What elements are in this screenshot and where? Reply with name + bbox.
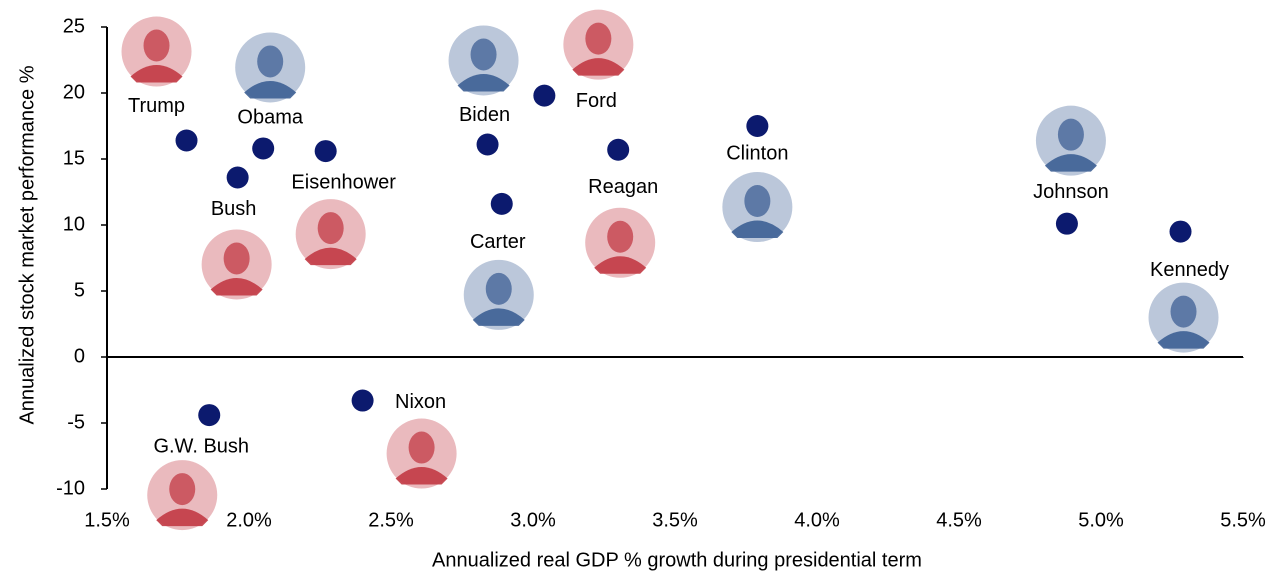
portrait-head: [408, 431, 435, 464]
point: [252, 137, 275, 160]
portrait-head: [223, 242, 250, 275]
point-label: Reagan: [588, 176, 658, 198]
portrait: [722, 172, 793, 242]
portrait-shoulders: [1044, 154, 1097, 172]
x-tick-label: 4.0%: [794, 509, 840, 531]
portrait: [585, 207, 656, 278]
point-label: Ford: [576, 90, 617, 112]
point: [1169, 220, 1192, 243]
portrait: [295, 199, 366, 270]
portrait: [463, 259, 534, 330]
portrait: [147, 460, 218, 531]
point-label: Eisenhower: [291, 171, 396, 193]
portrait-head: [1170, 295, 1197, 328]
y-tick-label: 5: [74, 279, 85, 301]
point: [607, 138, 630, 161]
portrait-shoulders: [1157, 331, 1210, 349]
portrait: [448, 25, 519, 96]
point: [175, 129, 198, 152]
y-tick-label: 25: [63, 15, 85, 37]
portrait-shoulders: [472, 308, 525, 326]
x-tick-label: 3.5%: [652, 509, 698, 531]
portrait-head: [470, 38, 497, 71]
x-tick-label: 3.0%: [510, 509, 556, 531]
y-tick-label: -5: [67, 411, 85, 433]
portrait-shoulders: [210, 277, 263, 296]
x-tick-label: 4.5%: [936, 509, 982, 531]
portrait-shoulders: [572, 58, 625, 76]
point: [226, 166, 249, 189]
portrait-shoulders: [156, 508, 209, 527]
portrait-shoulders: [244, 80, 297, 99]
portrait: [1035, 105, 1106, 176]
portrait-head: [585, 22, 612, 55]
portrait-head: [143, 29, 170, 62]
portrait-shoulders: [304, 247, 357, 266]
portrait-head: [744, 185, 771, 217]
point: [476, 133, 499, 156]
x-tick-label: 2.5%: [368, 509, 414, 531]
portrait-head: [1057, 118, 1084, 151]
y-tick-label: 20: [63, 81, 85, 103]
x-tick-label: 1.5%: [84, 509, 130, 531]
point: [351, 389, 374, 412]
portrait-shoulders: [130, 65, 183, 83]
portrait-head: [485, 272, 512, 305]
point-label: Trump: [128, 95, 185, 117]
point: [533, 84, 556, 107]
y-tick-label: 0: [74, 345, 85, 367]
portrait: [386, 418, 457, 489]
point-label: Kennedy: [1150, 259, 1229, 281]
portrait: [201, 229, 272, 300]
portrait: [121, 16, 192, 87]
portrait-head: [607, 220, 634, 253]
portrait: [563, 9, 634, 80]
portrait-shoulders: [395, 467, 448, 485]
point-label: Bush: [211, 198, 257, 220]
point-label: Carter: [470, 231, 526, 253]
portrait-shoulders: [594, 256, 647, 274]
point-label: G.W. Bush: [153, 435, 249, 457]
point: [314, 140, 337, 163]
point: [1055, 212, 1078, 235]
portrait-shoulders: [731, 220, 784, 238]
point: [198, 404, 221, 427]
x-tick-label: 5.5%: [1220, 509, 1266, 531]
portrait: [235, 32, 306, 103]
portrait-head: [169, 473, 196, 506]
portrait: [1148, 282, 1219, 353]
y-axis-title: Annualized stock market performance %: [16, 65, 38, 424]
x-axis-title: Annualized real GDP % growth during pres…: [432, 549, 922, 571]
point: [746, 115, 769, 137]
y-tick-label: -10: [56, 477, 85, 499]
point-label: Clinton: [726, 142, 788, 164]
portrait-head: [317, 212, 344, 245]
y-tick-label: 10: [63, 213, 85, 235]
x-tick-label: 2.0%: [226, 509, 272, 531]
point: [490, 192, 513, 215]
point-label: Biden: [459, 104, 510, 126]
point-label: Nixon: [395, 391, 446, 413]
y-tick-label: 15: [63, 147, 85, 169]
x-tick-label: 5.0%: [1078, 509, 1124, 531]
portrait-head: [257, 45, 284, 78]
portrait-shoulders: [457, 73, 510, 92]
point-label: Johnson: [1033, 181, 1109, 203]
point-label: Obama: [237, 107, 303, 129]
